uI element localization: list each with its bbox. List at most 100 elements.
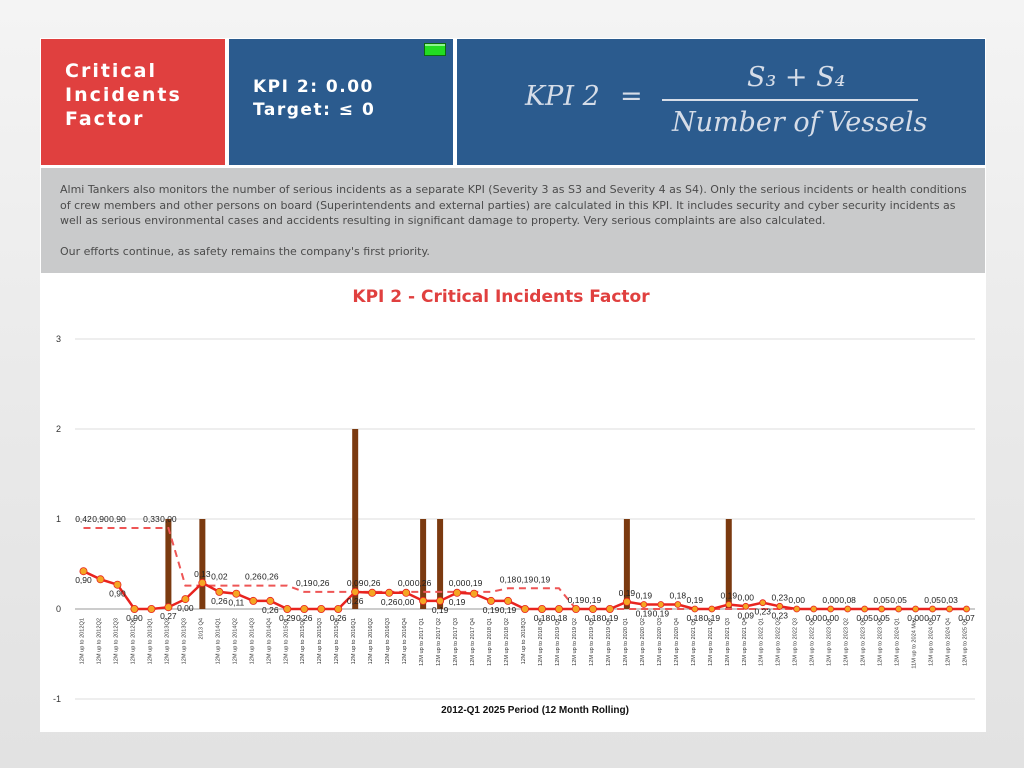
data-label: 0,00: [788, 595, 805, 605]
data-label: 0,19: [653, 609, 670, 619]
y-tick-label: 0: [56, 604, 61, 614]
data-label: 0,23: [754, 607, 771, 617]
y-tick-label: 2: [56, 424, 61, 434]
data-label: 0,00: [398, 578, 415, 588]
data-label: 0,19: [704, 613, 721, 623]
x-tick-label: 12M up to 2019 Q3: [589, 618, 595, 666]
x-tick-label: 12M up to 2022 Q2: [776, 618, 782, 666]
x-tick-label: 12M up to 2017 Q1: [419, 618, 425, 666]
data-point: [453, 588, 462, 597]
bar: [165, 519, 172, 609]
data-point: [759, 599, 767, 607]
kpi-panel: KPI 2: 0.00 Target: ≤ 0: [229, 39, 453, 165]
data-label: 0,90: [92, 514, 109, 524]
data-point: [895, 605, 902, 613]
panel-title: Critical Incidents Factor: [65, 60, 182, 130]
data-point: [385, 588, 394, 597]
data-point: [419, 596, 428, 605]
data-point: [266, 596, 275, 605]
data-label: 0,18: [585, 613, 602, 623]
x-tick-label: 12M up to 2018Q3: [521, 618, 527, 664]
data-point: [588, 605, 597, 614]
data-label: 0,00: [449, 578, 466, 588]
data-point: [300, 605, 309, 614]
x-tick-label: 12M up to 2022 Q3: [793, 618, 799, 666]
x-tick-label: 12M up to 2019 Q2: [572, 618, 578, 666]
data-label: 0,19: [721, 591, 738, 601]
data-point: [827, 605, 835, 613]
data-label: 0,00: [398, 597, 415, 607]
bar: [420, 519, 427, 609]
data-label: 0,19: [466, 578, 483, 588]
data-point: [283, 605, 292, 614]
data-label: 0,13: [194, 569, 211, 579]
data-label: 0,19: [449, 597, 466, 607]
data-point: [521, 605, 530, 614]
data-label: 0,19: [687, 595, 704, 605]
kpi-target: Target: ≤ 0: [253, 100, 376, 120]
data-point: [878, 605, 886, 613]
data-label: 0,07: [924, 613, 941, 623]
data-point: [963, 605, 970, 613]
data-point: [351, 587, 360, 596]
data-label: 0,26: [262, 605, 279, 615]
x-tick-label: 12M up to 2014Q3: [249, 618, 255, 664]
data-label: 0,00: [822, 595, 839, 605]
chart-title: KPI 2 - Critical Incidents Factor: [352, 287, 650, 307]
x-tick-label: 12M up to 2013Q3: [181, 618, 187, 664]
data-label: 0,26: [211, 596, 228, 606]
data-label: 0,90: [109, 589, 126, 599]
x-tick-label: 12M up to 2012Q1: [79, 618, 85, 664]
data-point: [810, 605, 818, 613]
data-label: 0,23: [771, 592, 788, 602]
x-tick-label: 12M up to 2017 Q2: [436, 618, 442, 666]
data-label: 0,27: [160, 611, 177, 621]
description-note: Our efforts continue, as safety remains …: [60, 244, 430, 258]
status-indicator: [424, 43, 446, 56]
formula-lhs: KPI 2: [525, 81, 600, 112]
x-tick-label: 12M up to 2021 Q2: [708, 618, 714, 666]
data-point: [793, 605, 801, 613]
data-label: 0,18: [551, 613, 568, 623]
y-tick-label: 3: [56, 334, 61, 344]
formula-equals: =: [620, 81, 643, 112]
x-tick-label: 12M up to 2020 Q3: [657, 618, 663, 666]
bar: [437, 519, 444, 609]
data-label: 0,19: [500, 605, 517, 615]
data-label: 0,90: [109, 514, 126, 524]
bar: [725, 519, 732, 609]
data-point: [725, 601, 733, 608]
data-label: 0,26: [245, 572, 262, 582]
x-tick-label: 12M up to 2015Q4: [334, 618, 340, 664]
x-tick-label: 12M up to 2017 Q3: [453, 618, 459, 666]
data-point: [470, 589, 479, 598]
bar: [199, 519, 206, 609]
data-label: 0,19: [483, 605, 500, 615]
data-point: [130, 605, 139, 614]
x-tick-label: 12M up to 2024 Q3: [929, 618, 935, 666]
data-label: 0,05: [924, 595, 941, 605]
x-tick-label: 2013 Q4: [198, 618, 204, 639]
data-label: 0,19: [568, 595, 585, 605]
data-label: 0,26: [364, 578, 381, 588]
data-label: 0,09: [347, 578, 364, 588]
data-point: [504, 596, 513, 605]
x-tick-label: 12M up to 2012Q4: [130, 618, 136, 664]
data-label: 0,05: [873, 595, 890, 605]
data-point: [215, 587, 224, 596]
data-label: 0,33: [143, 514, 160, 524]
x-tick-label: 12M up to 2018 Q4: [538, 618, 544, 666]
data-point: [776, 602, 784, 610]
x-tick-label: 12M up to 2018 Q1: [487, 618, 493, 666]
formula-denominator: Number of Vessels: [672, 107, 928, 138]
x-tick-label: 12M up to 2020 Q1: [623, 618, 629, 666]
x-tick-label: 12M up to 2020 Q2: [640, 618, 646, 666]
x-tick-label: 12M up to 2023 Q3: [861, 618, 867, 666]
x-tick-label: 12M up to 2021 Q4: [742, 618, 748, 666]
kpi-value: KPI 2: 0.00: [253, 77, 374, 97]
data-label: 0,19: [636, 609, 653, 619]
x-tick-label: 12M up to 2016Q3: [385, 618, 391, 664]
data-point: [368, 588, 377, 597]
data-label: 0,19: [619, 588, 636, 598]
data-point: [640, 601, 648, 608]
